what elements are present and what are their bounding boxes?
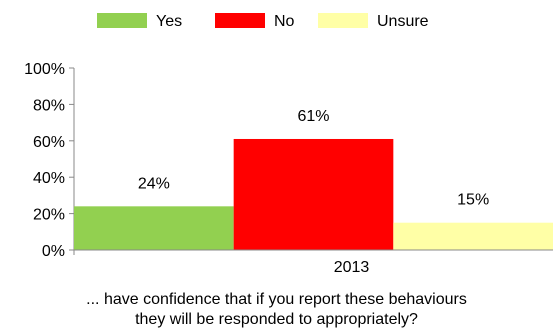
y-tick-label: 40% [33,170,65,187]
legend-swatch-unsure [318,13,368,28]
data-label-no: 61% [297,108,329,125]
bar-no [233,138,394,250]
legend-label-unsure: Unsure [377,13,429,30]
bars [74,138,553,250]
x-tick-label: 2013 [334,259,370,276]
chart-caption: ... have confidence that if you report t… [0,290,553,330]
legend: Yes No Unsure [97,13,429,30]
bar-yes [74,206,234,250]
bar-unsure [393,222,553,250]
legend-swatch-yes [97,13,147,28]
legend-label-yes: Yes [156,13,182,30]
bar-chart: Yes No Unsure 0% 20% 40% 60% 80% 100% 24% 61% 15%… [24,13,553,276]
y-tick-label: 20% [33,207,65,224]
y-tick-label: 100% [24,61,65,78]
y-tick-label: 60% [33,134,65,151]
y-tick-label: 0% [42,243,65,260]
caption-line-1: ... have confidence that if you report t… [86,291,467,308]
caption-line-2: they will be responded to appropriately? [135,311,418,328]
data-label-unsure: 15% [457,192,489,209]
y-tick-label: 80% [33,97,65,114]
data-labels: 24% 61% 15% [138,108,489,209]
data-label-yes: 24% [138,175,170,192]
x-axis: 2013 [73,249,553,276]
legend-swatch-no [215,13,265,28]
y-axis: 0% 20% 40% 60% 80% 100% [24,61,75,260]
legend-label-no: No [274,13,295,30]
